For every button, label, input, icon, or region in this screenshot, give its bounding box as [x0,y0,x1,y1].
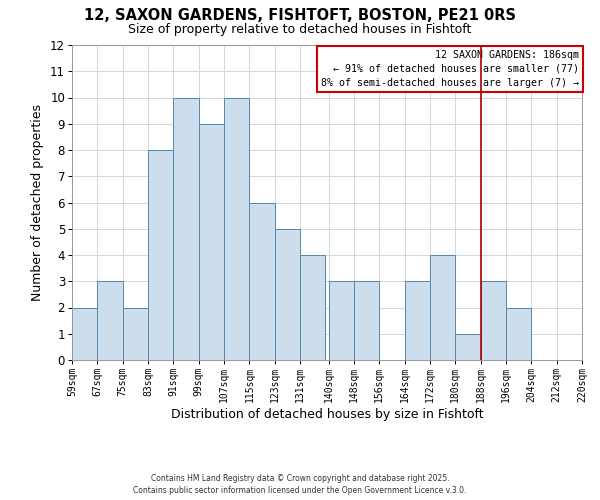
X-axis label: Distribution of detached houses by size in Fishtoft: Distribution of detached houses by size … [170,408,484,421]
Bar [455,334,481,360]
Bar [224,98,250,360]
Bar [148,150,173,360]
Bar [354,281,379,360]
Text: 12 SAXON GARDENS: 186sqm
← 91% of detached houses are smaller (77)
8% of semi-de: 12 SAXON GARDENS: 186sqm ← 91% of detach… [322,50,580,88]
Bar [300,255,325,360]
Text: 12, SAXON GARDENS, FISHTOFT, BOSTON, PE21 0RS: 12, SAXON GARDENS, FISHTOFT, BOSTON, PE2… [84,8,516,22]
Bar [329,281,354,360]
Bar [582,308,600,360]
Bar [72,308,97,360]
Bar [173,98,199,360]
Bar [404,281,430,360]
Bar [275,229,300,360]
Text: Size of property relative to detached houses in Fishtoft: Size of property relative to detached ho… [128,22,472,36]
Bar [250,202,275,360]
Bar [506,308,532,360]
Y-axis label: Number of detached properties: Number of detached properties [31,104,44,301]
Bar [430,255,455,360]
Bar [199,124,224,360]
Text: Contains HM Land Registry data © Crown copyright and database right 2025.
Contai: Contains HM Land Registry data © Crown c… [133,474,467,495]
Bar [481,281,506,360]
Bar [97,281,122,360]
Bar [122,308,148,360]
